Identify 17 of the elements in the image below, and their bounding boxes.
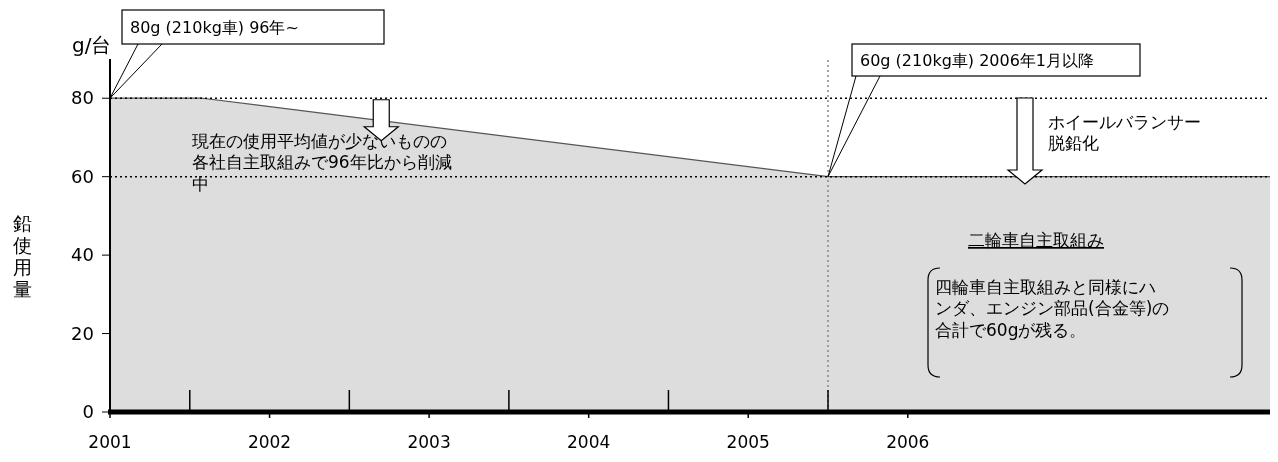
x-tick-label: 2002 [247, 432, 292, 452]
x-tick-label: 2006 [886, 432, 930, 452]
y-axis-title: 鉛使用量 [12, 212, 32, 300]
y-tick-label: 80 [71, 87, 94, 109]
annotation: 60g (210kg車) 2006年1月以降 [860, 51, 1095, 70]
y-tick-label: 40 [71, 244, 94, 266]
x-tick-label: 2003 [407, 432, 451, 452]
annotation: 四輪車自主取組みと同様にハンダ、エンジン部品(合金等)の合計で60gが残る。 [935, 277, 1170, 340]
y-tick-label: 0 [82, 401, 94, 422]
annotation: ホイールバランサー脱鉛化 [1048, 112, 1201, 154]
text: g/台 [72, 33, 112, 57]
y-tick-label: 20 [71, 322, 94, 344]
y-tick-label: 60 [71, 165, 94, 187]
x-tick-label: 2001 [88, 432, 132, 452]
x-tick-label: 2004 [567, 432, 611, 452]
x-tick-label: 2005 [726, 432, 770, 452]
annotation: 80g (210kg車) 96年~ [130, 18, 299, 37]
